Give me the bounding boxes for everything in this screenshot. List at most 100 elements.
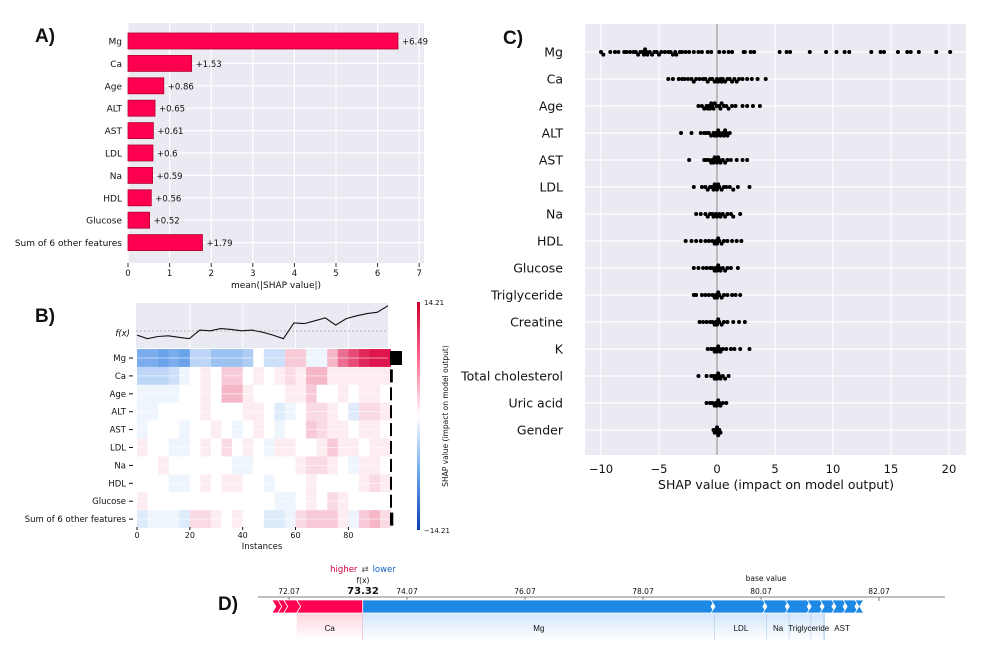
shap-point	[710, 266, 715, 270]
x-tick-label: 15	[884, 462, 899, 476]
colorbar-min-label: −14.21	[424, 527, 450, 535]
importance-bar	[390, 351, 402, 365]
x-tick-label: 5	[771, 462, 778, 476]
shap-point	[895, 50, 900, 54]
segment-shade	[766, 613, 790, 641]
shap-point	[742, 320, 747, 324]
bar	[127, 32, 399, 50]
row-label: LDL	[110, 444, 126, 454]
shap-point	[717, 185, 722, 189]
category-label: Sum of 6 other features	[15, 239, 122, 249]
value-label: +0.86	[168, 82, 194, 92]
shap-point	[694, 293, 699, 297]
shap-point	[715, 133, 719, 138]
shap-point	[719, 187, 724, 192]
shap-point	[725, 158, 730, 162]
shap-point	[657, 52, 661, 57]
shap-point	[726, 374, 731, 378]
shap-point	[734, 158, 739, 162]
shap-point	[788, 50, 793, 54]
shap-point	[694, 239, 699, 243]
shap-point	[715, 403, 719, 408]
shap-point	[689, 77, 694, 81]
shap-point	[696, 374, 701, 378]
feature-label: Total cholesterol	[460, 369, 563, 384]
shap-point	[670, 77, 675, 81]
shap-point	[735, 266, 740, 270]
shap-point	[734, 79, 739, 84]
shap-point	[745, 158, 750, 162]
shap-point	[716, 79, 721, 84]
shap-point	[697, 77, 702, 81]
category-label: Na	[110, 172, 122, 182]
shap-point	[718, 349, 723, 354]
shap-point	[698, 131, 703, 135]
shap-point	[715, 214, 719, 219]
bar	[127, 77, 165, 95]
shap-point	[747, 185, 752, 189]
shap-point	[633, 50, 638, 54]
shap-point	[725, 133, 730, 138]
category-label: ALT	[107, 105, 123, 115]
shap-point	[740, 77, 745, 81]
shap-point	[869, 50, 874, 54]
x-tick-label: 5	[333, 269, 338, 279]
shap-point	[731, 320, 736, 324]
shap-point	[650, 52, 655, 57]
shap-point	[740, 158, 745, 162]
importance-bar	[390, 369, 393, 383]
row-label: Na	[114, 461, 126, 471]
shap-point	[705, 50, 710, 54]
segment-shade	[362, 613, 715, 641]
x-tick-label: 78.07	[632, 587, 654, 596]
importance-bar	[390, 458, 392, 472]
shap-point	[763, 77, 768, 81]
shap-point	[726, 106, 731, 111]
row-label: HDL	[108, 479, 126, 489]
bar	[127, 189, 152, 207]
segment-label: AST	[834, 624, 850, 633]
value-label: +0.56	[155, 194, 181, 204]
x-tick-label: 82.07	[868, 587, 890, 596]
shap-point	[732, 347, 737, 351]
shap-point	[724, 347, 729, 351]
shap-point	[701, 266, 706, 270]
fx-label: f(x)	[115, 329, 130, 339]
fx-line	[136, 305, 389, 340]
shap-point	[701, 320, 706, 324]
feature-label: Uric acid	[508, 396, 563, 411]
value-label: +1.79	[206, 239, 232, 249]
shap-point	[745, 77, 750, 81]
shap-point	[718, 214, 723, 219]
value-label: +1.53	[196, 60, 222, 70]
shap-point	[711, 106, 716, 111]
shap-point	[749, 77, 754, 81]
panel-label-b: B)	[35, 306, 55, 327]
value-label: +0.52	[154, 217, 180, 227]
negative-segment	[854, 599, 865, 614]
shap-point	[696, 266, 701, 270]
value-label: +0.61	[157, 127, 183, 137]
feature-label: ALT	[542, 126, 564, 141]
shap-point	[712, 79, 717, 84]
shap-point	[718, 430, 723, 435]
shap-point	[712, 101, 717, 106]
shap-point	[694, 77, 699, 81]
base-value-label: base value	[746, 574, 787, 583]
shap-point	[847, 50, 852, 54]
shap-point	[737, 77, 742, 81]
shap-point	[878, 50, 883, 54]
shap-point	[710, 293, 715, 297]
shap-point	[706, 239, 711, 243]
shap-point	[747, 347, 752, 351]
shap-point	[724, 401, 729, 405]
segment-shade	[714, 613, 767, 641]
shap-point	[698, 239, 703, 243]
shap-point	[742, 50, 747, 54]
shap-point	[723, 214, 728, 219]
shap-point	[750, 104, 755, 108]
segment-label: Mg	[533, 624, 544, 633]
importance-bar	[390, 405, 392, 419]
shap-point	[731, 214, 736, 219]
